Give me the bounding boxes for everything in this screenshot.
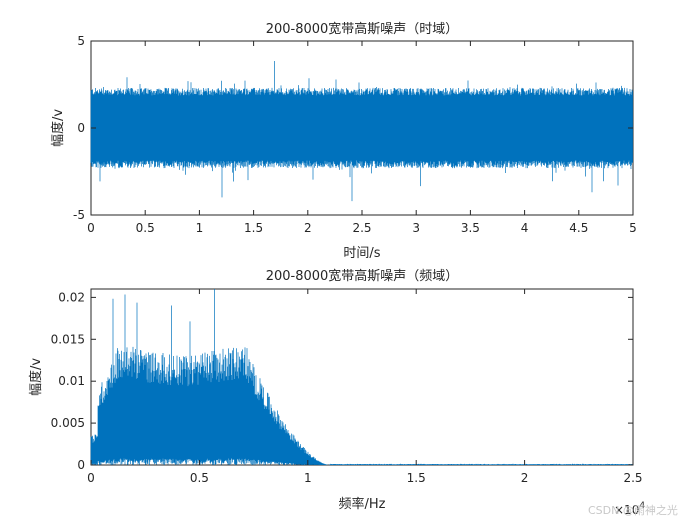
- x-axis-label-time: 时间/s: [343, 246, 380, 261]
- y-tick-label: 0.01: [58, 374, 85, 388]
- x-axis-exponent: ×104: [614, 501, 645, 517]
- x-axis-exponent-base: ×10: [614, 503, 639, 517]
- x-tick-label: 3: [412, 221, 420, 235]
- y-tick-label: 0.005: [51, 416, 85, 430]
- ticks-frequency: 0 0.5 1 1.5 2 2.5 0.02 0.015 0.01 0.005 0: [51, 289, 643, 485]
- y-tick-label: 0.02: [58, 290, 85, 304]
- chart-title-time: 200-8000宽带高斯噪声（时域）: [266, 21, 459, 37]
- x-tick-label: 2: [304, 221, 312, 235]
- time-noise-line: [90, 61, 633, 202]
- series-frequency-spectrum: [90, 289, 633, 465]
- x-tick-label: 1.5: [244, 221, 263, 235]
- y-tick-label: 0: [77, 121, 85, 135]
- frequency-spectrum-line: [90, 289, 633, 465]
- series-time-noise: [90, 61, 633, 202]
- y-tick-label: 0: [77, 458, 85, 472]
- y-axis-label-time: 幅度/v: [50, 109, 66, 147]
- x-tick-label: 3.5: [461, 221, 480, 235]
- x-tick-label: 0: [87, 471, 95, 485]
- x-tick-label: 2: [521, 471, 529, 485]
- x-tick-label: 0.5: [136, 221, 155, 235]
- x-tick-label: 1.5: [407, 471, 426, 485]
- x-axis-label-frequency: 频率/Hz: [339, 496, 386, 512]
- x-tick-label: 4: [521, 221, 529, 235]
- x-tick-label: 2.5: [623, 471, 642, 485]
- x-tick-label: 4.5: [569, 221, 588, 235]
- chart-title-frequency: 200-8000宽带高斯噪声（频域）: [266, 268, 459, 284]
- y-tick-label: 5: [77, 34, 85, 48]
- x-tick-label: 0: [87, 221, 95, 235]
- frequency-domain-plot: 200-8000宽带高斯噪声（频域） 0 0.5 1 1.5 2 2.5 0.02 0.015…: [28, 268, 645, 517]
- x-tick-label: 5: [629, 221, 637, 235]
- x-axis-exponent-power: 4: [639, 501, 645, 511]
- y-tick-label: 0.015: [51, 332, 85, 346]
- x-tick-label: 1: [304, 471, 312, 485]
- watermark: CSDN @雨神之光: [588, 503, 678, 517]
- x-tick-label: 2.5: [352, 221, 371, 235]
- x-tick-label: 0.5: [190, 471, 209, 485]
- x-tick-label: 1: [196, 221, 204, 235]
- y-tick-label: -5: [73, 208, 85, 222]
- time-domain-plot: 200-8000宽带高斯噪声（时域） 0 0.5 1 1.5 2 2.5 3 3.5 4 4.5 5…: [50, 21, 637, 261]
- y-axis-label-frequency: 幅度/v: [28, 358, 44, 396]
- ticks-time: 0 0.5 1 1.5 2 2.5 3 3.5 4 4.5 550-5: [73, 34, 637, 235]
